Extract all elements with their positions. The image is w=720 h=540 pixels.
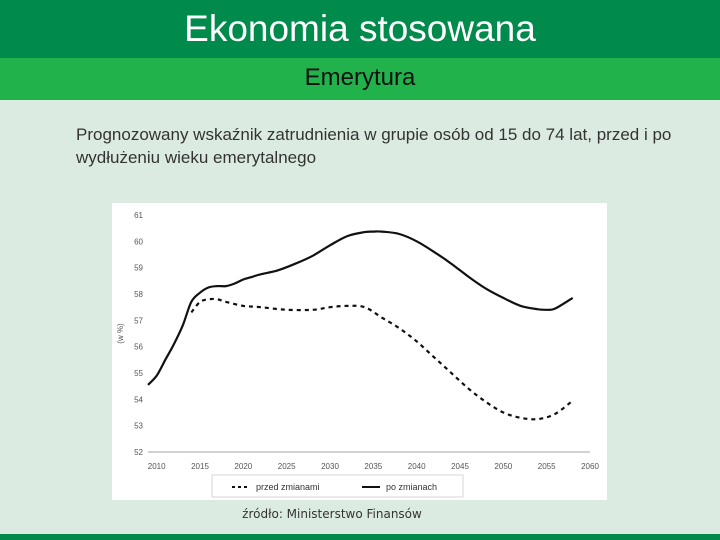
title-bar: Ekonomia stosowana xyxy=(0,0,720,58)
x-tick-label: 2060 xyxy=(581,462,599,471)
chart-series xyxy=(147,230,574,421)
y-tick-label: 56 xyxy=(134,343,143,352)
y-tick-label: 54 xyxy=(134,395,143,404)
y-tick-label: 52 xyxy=(134,448,143,457)
x-tick-label: 2035 xyxy=(364,462,382,471)
y-tick-label: 60 xyxy=(134,237,143,246)
x-tick-label: 2030 xyxy=(321,462,339,471)
x-tick-label: 2020 xyxy=(234,462,252,471)
y-axis-label: (w %) xyxy=(116,323,125,344)
legend-label: po zmianach xyxy=(386,482,437,492)
subtitle-bar: Emerytura xyxy=(0,58,720,100)
y-tick-label: 59 xyxy=(134,264,143,273)
y-tick-label: 58 xyxy=(134,290,143,299)
legend-box xyxy=(211,474,464,498)
x-tick-label: 2025 xyxy=(278,462,296,471)
x-tick-label: 2040 xyxy=(408,462,426,471)
legend-label: przed zmianami xyxy=(256,482,320,492)
page-title: Ekonomia stosowana xyxy=(184,8,536,49)
source-note: źródło: Ministerstwo Finansów xyxy=(242,507,422,521)
x-tick-label: 2050 xyxy=(494,462,512,471)
x-tick-label: 2010 xyxy=(148,462,166,471)
chart-axes: 52 53 54 55 56 57 58 59 60 61 2010 2015 2020 2025 2030… xyxy=(116,211,599,471)
chart-legend: przed zmianami po zmianach xyxy=(211,474,464,498)
y-tick-label: 57 xyxy=(134,316,143,325)
page-subtitle: Emerytura xyxy=(304,64,416,91)
x-tick-label: 2045 xyxy=(451,462,469,471)
chart-panel xyxy=(112,203,607,500)
series-line-po-zmianach xyxy=(147,230,574,386)
y-tick-label: 53 xyxy=(134,422,143,431)
y-tick-label: 61 xyxy=(134,211,143,220)
chart-description: Prognozowany wskaźnik zatrudnienia w gru… xyxy=(76,125,672,167)
x-tick-label: 2015 xyxy=(191,462,209,471)
footer-bar xyxy=(0,534,720,540)
y-tick-label: 55 xyxy=(134,369,143,378)
x-tick-label: 2055 xyxy=(538,462,556,471)
